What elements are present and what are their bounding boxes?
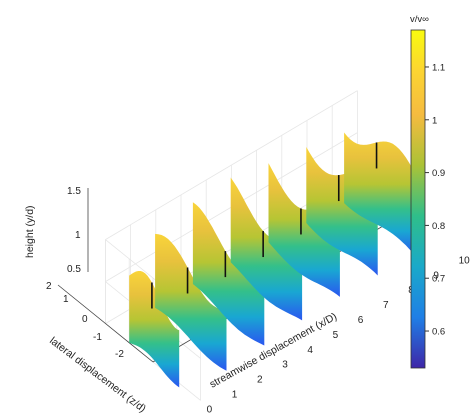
colorbar-tick-label: 0.7 [432,274,445,285]
colorbar-label: v/v∞ [410,14,429,25]
slices-layer [129,132,416,388]
y-tick-label: 2 [46,281,52,292]
x-tick-label: 7 [383,300,389,311]
slice-surface [344,132,416,256]
colorbar-tick-label: 1.1 [432,62,445,73]
x-axis-label: streamwise displacement (x/D) [208,311,339,391]
y-tick-label: -1 [93,332,102,343]
y-tick-label: -2 [115,349,124,360]
z-axis-label: height (y/d) [24,205,36,258]
slice-surface [129,271,180,388]
colorbar-tick-label: 0.9 [432,168,445,179]
y-ticks: 2 1 0 -1 -2 [46,281,124,360]
colorbar-tick-label: 1 [432,115,437,126]
y-axis-line [57,284,154,363]
colorbar-ticks: 0.6 0.7 0.8 0.9 1 1.1 [425,62,445,338]
x-tick-label: 3 [282,360,288,371]
x-tick-label: 4 [307,345,313,356]
x-tick-label: 9 [433,270,439,281]
gridline [105,90,358,240]
x-tick-label: 5 [333,330,339,341]
y-tick-label: 1 [63,294,69,305]
slice-surface [155,233,227,371]
z-tick-label: 1 [75,230,81,241]
colorbar-tick-label: 0.6 [432,327,445,338]
y-axis-label: lateral displacement (z/d) [47,335,148,413]
x-tick-label: 6 [358,315,364,326]
x-tick-label: 1 [232,390,238,401]
z-tick-label: 0.5 [67,264,81,275]
slice-surface [230,177,303,321]
y-tick-label: 0 [82,314,88,325]
slice-surface [268,163,340,297]
z-ticks: 1.5 1 0.5 [67,186,81,275]
colorbar-gradient [410,29,426,369]
slice-surface [192,202,265,346]
colorbar-tick-label: 0.8 [432,221,445,232]
x-tick-label: 2 [257,375,263,386]
colorbar: v/v∞ 0.6 0.7 0.8 0.9 1 1.1 [410,14,445,369]
z-tick-label: 1.5 [67,186,81,197]
x-tick-label: 10 [459,255,471,266]
x-tick-label: 0 [207,404,213,413]
